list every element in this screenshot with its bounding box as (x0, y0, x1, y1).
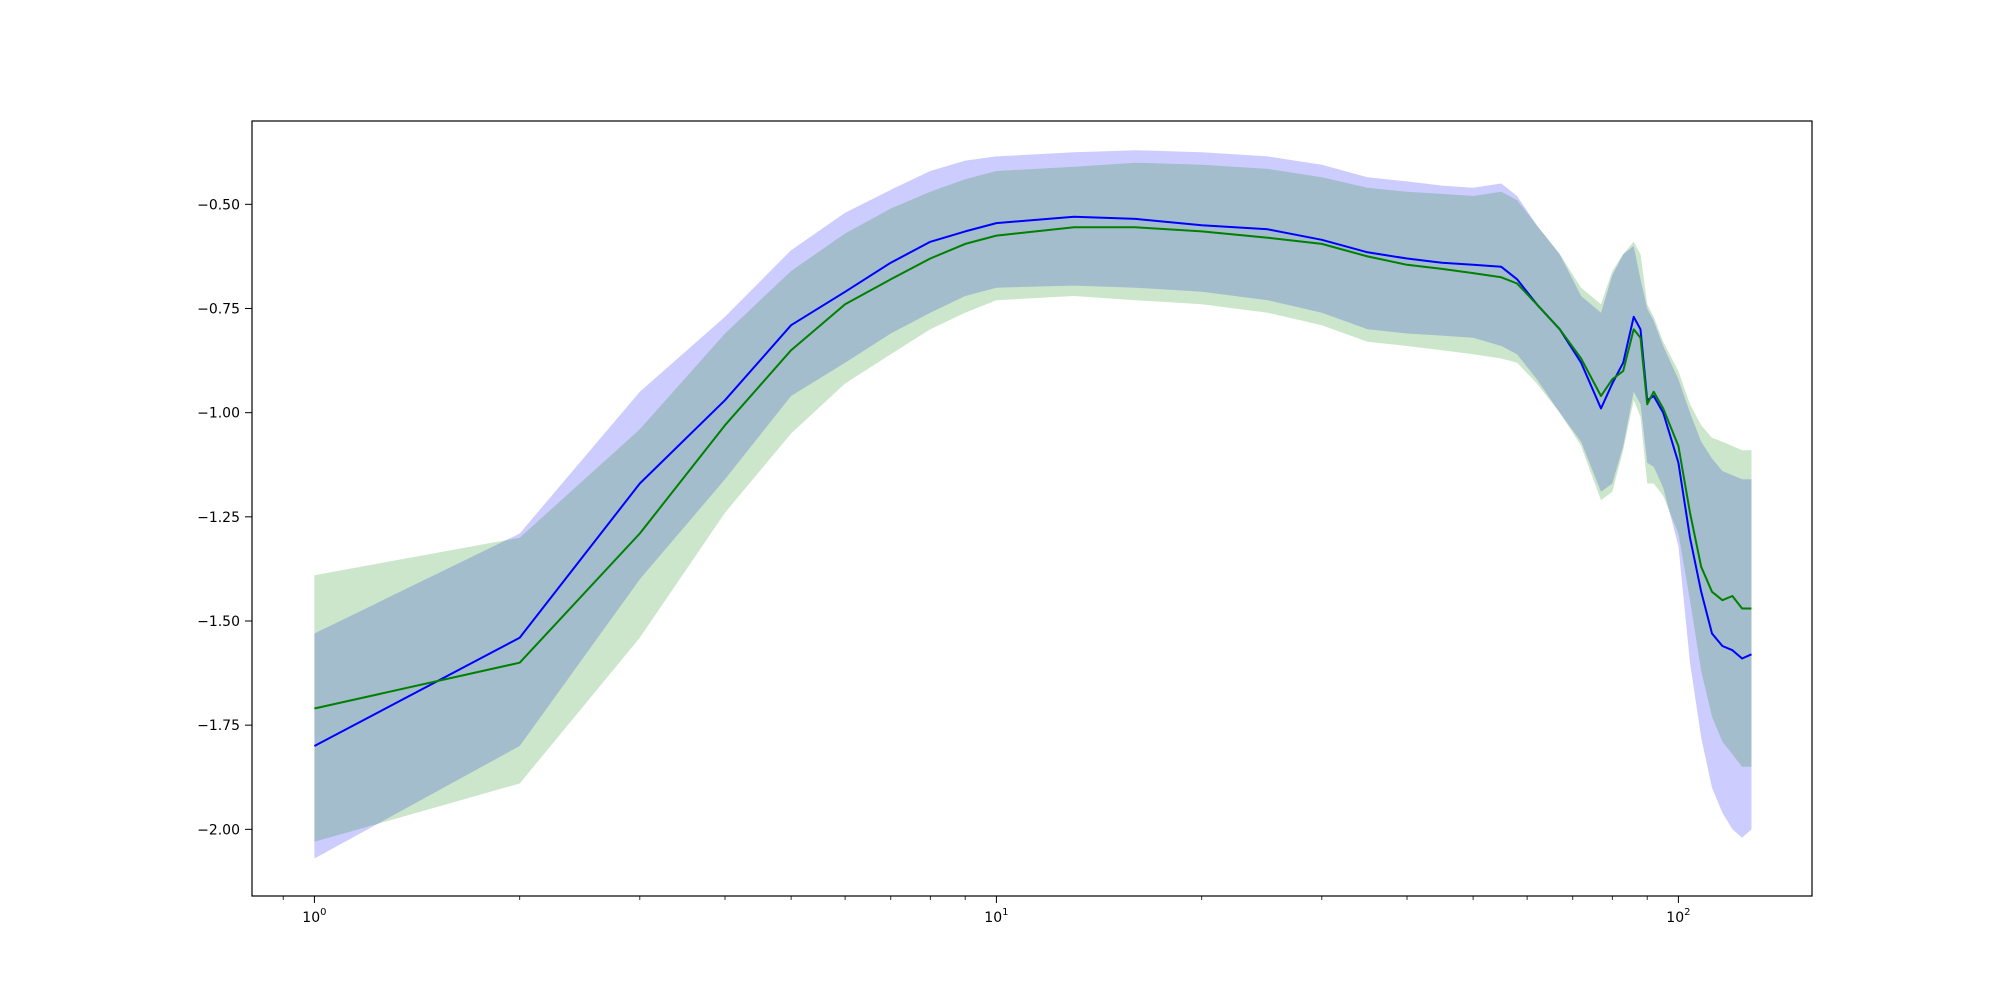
y-tick-label: −1.00 (197, 406, 240, 422)
y-tick-label: −1.25 (197, 510, 240, 526)
y-tick-label: −0.50 (197, 197, 240, 213)
x-tick-label: 102 (1666, 907, 1690, 926)
confidence-band-1 (314, 162, 1752, 842)
x-tick-label: 101 (984, 907, 1008, 926)
plot-frame (251, 120, 1813, 897)
y-tick-label: −2.00 (197, 822, 240, 838)
confidence-band-0 (314, 150, 1752, 859)
y-tick-label: −1.75 (197, 718, 240, 734)
y-tick-label: −0.75 (197, 302, 240, 318)
series-line-0 (313, 215, 1752, 747)
series-lines (313, 215, 1752, 747)
series-line-1 (314, 226, 1752, 710)
confidence-bands (314, 150, 1752, 859)
y-axis: −0.50 −0.75 −1.00 −1.25 −1.50 −1.75 −2.00 (197, 197, 252, 838)
x-axis: 100 101 102 (282, 896, 1690, 926)
y-tick-label: −1.50 (197, 614, 240, 630)
x-tick-label: 100 (302, 907, 326, 926)
